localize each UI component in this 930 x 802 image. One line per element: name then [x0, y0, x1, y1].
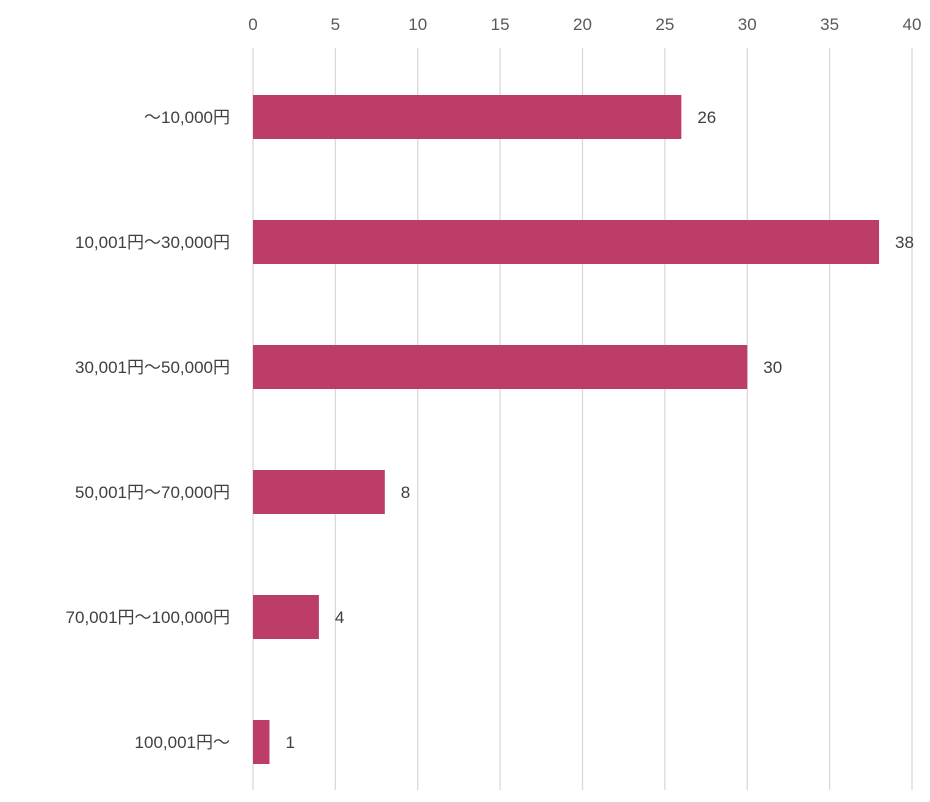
x-tick-label: 35 — [820, 15, 839, 34]
category-label: 70,001円～100,000円 — [66, 608, 230, 627]
data-label: 4 — [335, 608, 344, 627]
bar — [253, 720, 270, 764]
category-label: ～10,000円 — [144, 108, 230, 127]
data-label: 1 — [285, 733, 294, 752]
bars — [253, 95, 880, 764]
x-tick-label: 15 — [491, 15, 510, 34]
x-tick-label: 20 — [573, 15, 592, 34]
bar — [253, 595, 319, 639]
data-labels: 26 38 30 8 4 1 — [285, 108, 913, 752]
category-label: 100,001円～ — [135, 733, 230, 752]
x-tick-label: 25 — [655, 15, 674, 34]
bar — [253, 470, 385, 514]
data-label: 30 — [763, 358, 782, 377]
x-tick-label: 5 — [331, 15, 340, 34]
bar — [253, 95, 682, 139]
category-label: 50,001円～70,000円 — [75, 483, 230, 502]
category-labels: ～10,000円 10,001円～30,000円 30,001円～50,000円 50… — [66, 108, 230, 752]
category-label: 10,001円～30,000円 — [75, 233, 230, 252]
bar — [253, 345, 748, 389]
x-tick-label: 10 — [408, 15, 427, 34]
data-label: 26 — [697, 108, 716, 127]
x-tick-label: 30 — [738, 15, 757, 34]
data-label: 38 — [895, 233, 914, 252]
gridlines — [252, 48, 913, 790]
category-label: 30,001円～50,000円 — [75, 358, 230, 377]
bar — [253, 220, 880, 264]
x-tick-label: 0 — [248, 15, 257, 34]
data-label: 8 — [401, 483, 410, 502]
x-axis-ticks: 0 5 10 15 20 25 30 35 40 — [248, 15, 921, 34]
x-tick-label: 40 — [903, 15, 922, 34]
